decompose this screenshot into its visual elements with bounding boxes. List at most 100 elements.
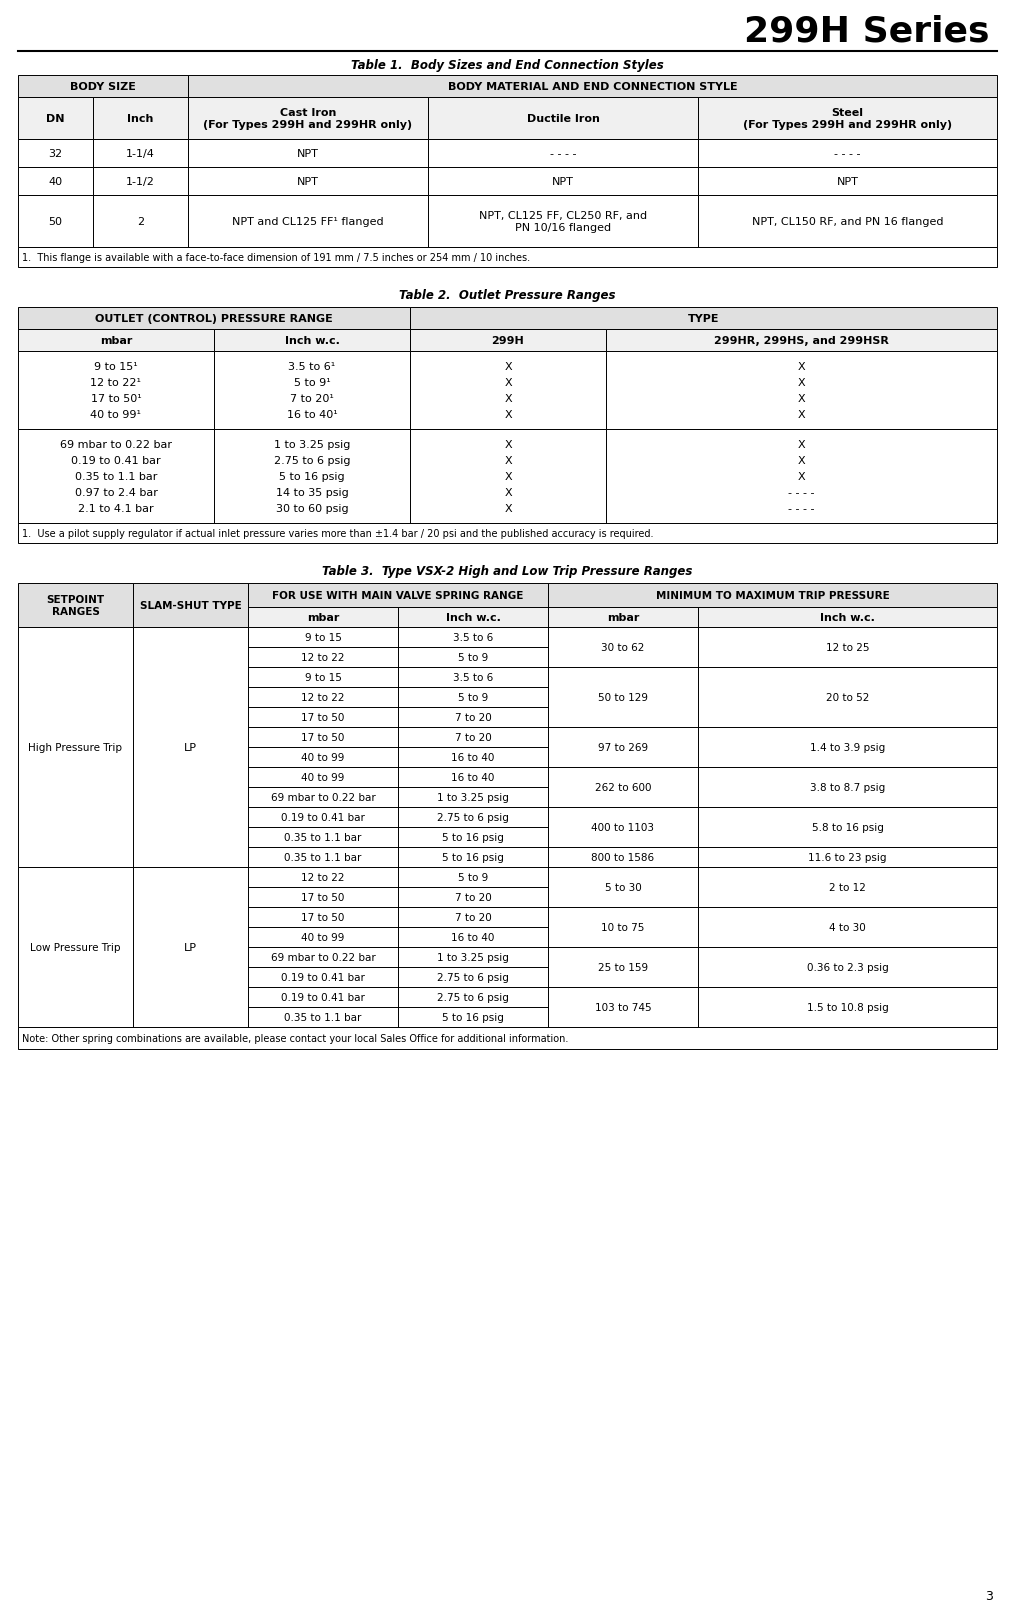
Text: 16 to 40: 16 to 40	[452, 773, 494, 783]
Text: LP: LP	[184, 943, 197, 952]
Text: 5 to 16 psig: 5 to 16 psig	[443, 833, 503, 843]
Bar	[698, 98, 997, 140]
Text: NPT: NPT	[836, 178, 859, 187]
Text: 5 to 9: 5 to 9	[458, 652, 488, 663]
Text: 0.19 to 0.41 bar: 0.19 to 0.41 bar	[281, 993, 365, 1002]
Text: Low Pressure Trip: Low Pressure Trip	[30, 943, 121, 952]
Bar	[18, 523, 997, 544]
Bar	[248, 967, 398, 988]
Text: BODY MATERIAL AND END CONNECTION STYLE: BODY MATERIAL AND END CONNECTION STYLE	[448, 82, 737, 92]
Text: NPT and CL125 FF¹ flanged: NPT and CL125 FF¹ flanged	[232, 216, 384, 228]
Bar	[18, 195, 93, 249]
Text: 1.  This flange is available with a face-to-face dimension of 191 mm / 7.5 inche: 1. This flange is available with a face-…	[22, 253, 530, 263]
Bar	[548, 947, 698, 988]
Text: 17 to 50: 17 to 50	[301, 893, 345, 902]
Text: Inch: Inch	[127, 115, 153, 124]
Text: NPT: NPT	[297, 178, 319, 187]
Text: 3.5 to 6: 3.5 to 6	[453, 673, 493, 683]
Text: Ductile Iron: Ductile Iron	[527, 115, 600, 124]
Text: 0.35 to 1.1 bar: 0.35 to 1.1 bar	[284, 852, 361, 862]
Text: 5 to 9: 5 to 9	[458, 873, 488, 883]
Text: X: X	[504, 378, 512, 387]
Text: 3.8 to 8.7 psig: 3.8 to 8.7 psig	[810, 783, 885, 792]
Text: 0.35 to 1.1 bar: 0.35 to 1.1 bar	[75, 471, 157, 481]
Text: 5 to 16 psig: 5 to 16 psig	[279, 471, 345, 481]
Bar	[398, 628, 548, 647]
Text: High Pressure Trip: High Pressure Trip	[28, 742, 123, 752]
Bar	[214, 352, 410, 429]
Bar	[18, 867, 133, 1028]
Bar	[398, 847, 548, 867]
Text: X: X	[504, 487, 512, 497]
Bar	[248, 988, 398, 1007]
Text: NPT, CL125 FF, CL250 RF, and
PN 10/16 flanged: NPT, CL125 FF, CL250 RF, and PN 10/16 fl…	[479, 211, 647, 232]
Text: 20 to 52: 20 to 52	[826, 692, 869, 702]
Bar	[548, 988, 698, 1028]
Text: 40: 40	[49, 178, 63, 187]
Bar	[410, 308, 997, 329]
Bar	[398, 967, 548, 988]
Bar	[93, 195, 188, 249]
Text: 17 to 50: 17 to 50	[301, 733, 345, 742]
Bar	[698, 947, 997, 988]
Text: Cast Iron
(For Types 299H and 299HR only): Cast Iron (For Types 299H and 299HR only…	[203, 108, 412, 129]
Bar	[248, 928, 398, 947]
Bar	[698, 668, 997, 728]
Text: 16 to 40: 16 to 40	[452, 752, 494, 762]
Bar	[248, 828, 398, 847]
Text: 50: 50	[49, 216, 63, 228]
Bar	[248, 768, 398, 788]
Text: NPT, CL150 RF, and PN 16 flanged: NPT, CL150 RF, and PN 16 flanged	[752, 216, 943, 228]
Bar	[248, 747, 398, 768]
Text: 5 to 16 psig: 5 to 16 psig	[443, 852, 503, 862]
Bar	[18, 98, 93, 140]
Text: 16 to 40¹: 16 to 40¹	[286, 410, 337, 420]
Text: X: X	[504, 504, 512, 513]
Bar	[398, 788, 548, 807]
Bar	[18, 249, 997, 268]
Text: X: X	[504, 394, 512, 404]
Text: 5 to 30: 5 to 30	[605, 883, 641, 893]
Text: 1-1/4: 1-1/4	[126, 148, 155, 158]
Bar	[398, 668, 548, 688]
Text: - - - -: - - - -	[789, 504, 815, 513]
Bar	[398, 867, 548, 888]
Text: X: X	[798, 362, 805, 371]
Bar	[18, 168, 93, 195]
Bar	[698, 728, 997, 768]
Bar	[248, 707, 398, 728]
Bar	[398, 647, 548, 668]
Text: 7 to 20: 7 to 20	[455, 712, 491, 723]
Bar	[428, 140, 698, 168]
Text: Inch w.c.: Inch w.c.	[284, 336, 339, 345]
Text: 40 to 99: 40 to 99	[301, 773, 345, 783]
Bar	[606, 352, 997, 429]
Bar	[548, 768, 698, 807]
Bar	[188, 168, 428, 195]
Text: 11.6 to 23 psig: 11.6 to 23 psig	[808, 852, 887, 862]
Text: 0.19 to 0.41 bar: 0.19 to 0.41 bar	[281, 972, 365, 983]
Bar	[698, 195, 997, 249]
Bar	[428, 168, 698, 195]
Text: 9 to 15: 9 to 15	[304, 673, 341, 683]
Text: LP: LP	[184, 742, 197, 752]
Text: 7 to 20¹: 7 to 20¹	[290, 394, 334, 404]
Bar	[188, 98, 428, 140]
Text: X: X	[798, 378, 805, 387]
Bar	[398, 688, 548, 707]
Text: mbar: mbar	[607, 613, 639, 623]
Text: 16 to 40: 16 to 40	[452, 933, 494, 943]
Text: X: X	[504, 455, 512, 466]
Bar	[18, 329, 214, 352]
Bar	[398, 728, 548, 747]
Text: mbar: mbar	[99, 336, 132, 345]
Bar	[18, 76, 188, 98]
Bar	[248, 907, 398, 928]
Bar	[214, 429, 410, 523]
Text: 12 to 22: 12 to 22	[301, 692, 345, 702]
Bar	[18, 429, 214, 523]
Text: NPT: NPT	[552, 178, 573, 187]
Bar	[93, 140, 188, 168]
Text: 30 to 60 psig: 30 to 60 psig	[276, 504, 348, 513]
Text: 7 to 20: 7 to 20	[455, 912, 491, 923]
